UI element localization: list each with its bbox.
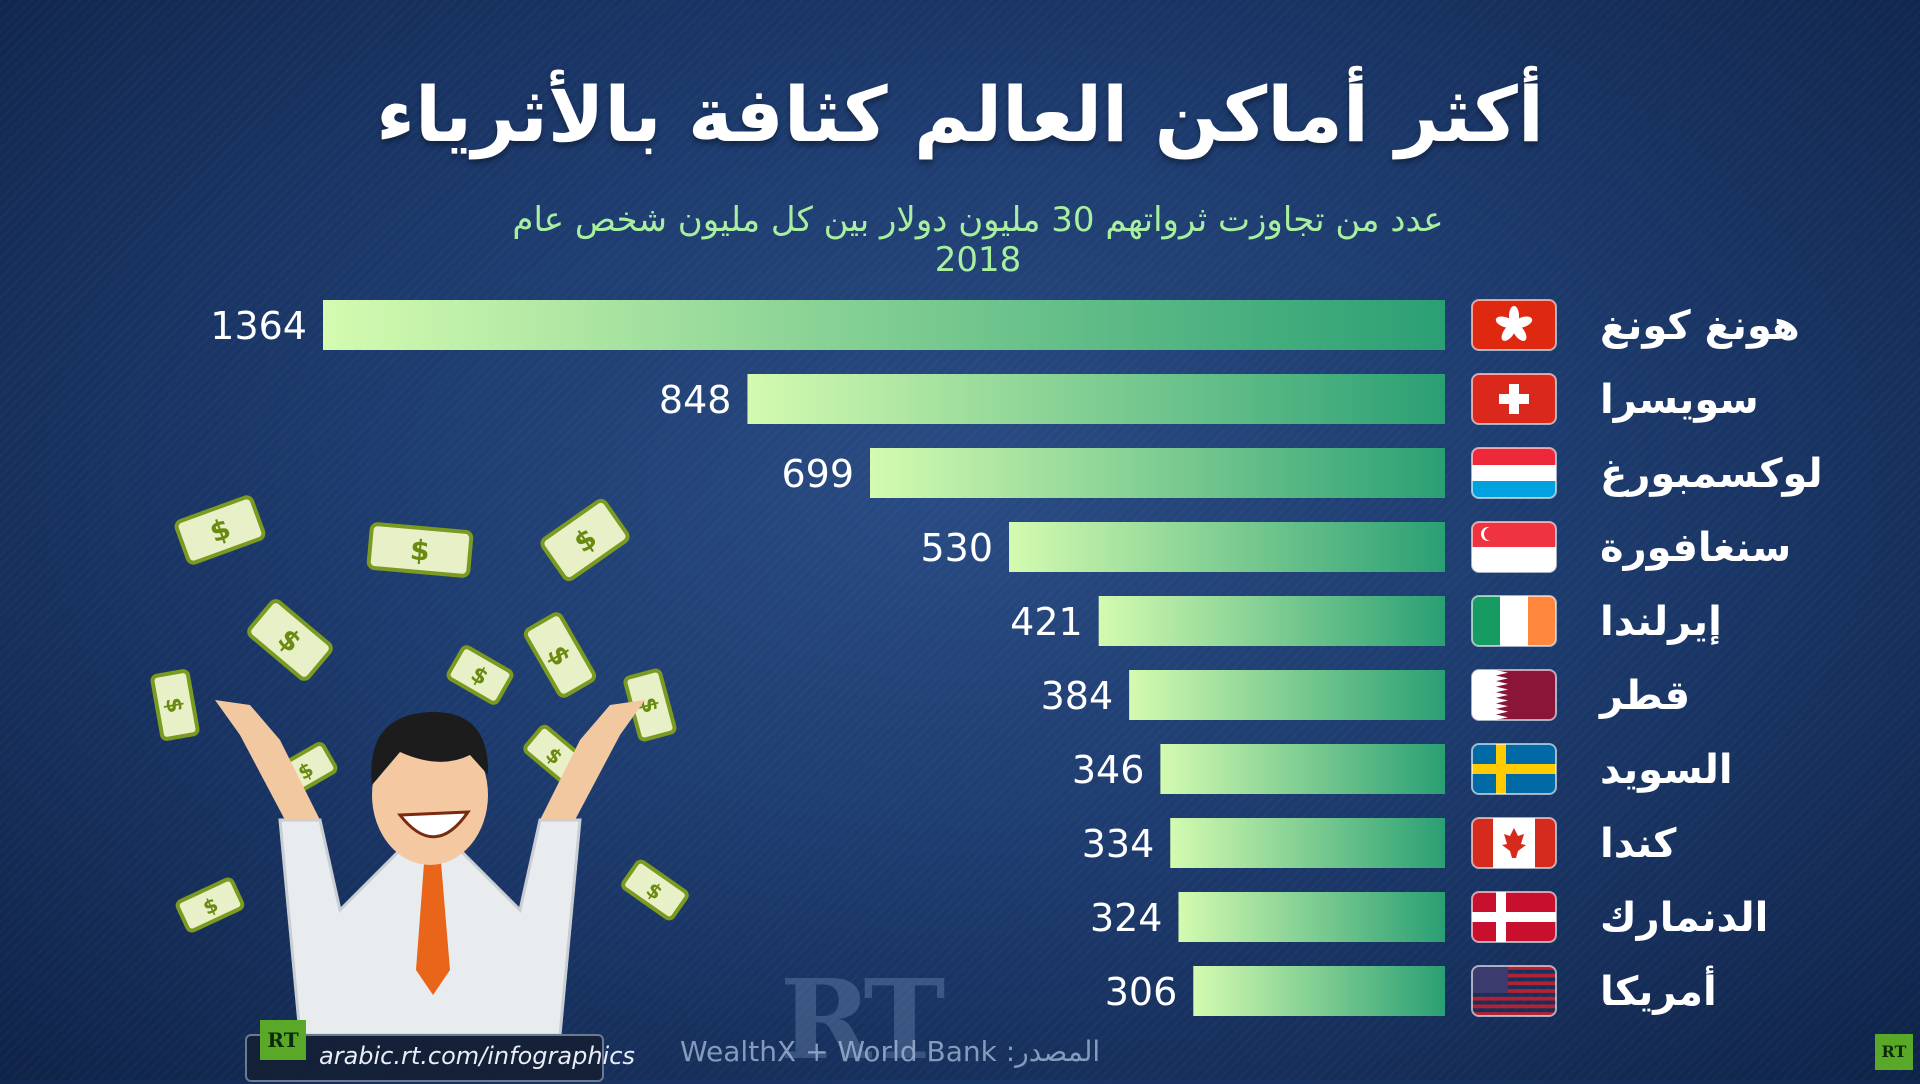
value-label: 346 [1072, 748, 1145, 792]
luxembourg-flag [1471, 447, 1557, 499]
bar-0 [323, 300, 1445, 350]
value-label: 334 [1082, 822, 1155, 866]
switzerland-flag [1471, 373, 1557, 425]
head [372, 725, 488, 865]
denmark-flag [1471, 891, 1557, 943]
bar-7 [1170, 818, 1445, 868]
banknote-icon: $ [174, 495, 266, 565]
sweden-flag [1471, 743, 1557, 795]
category-label: أمريكا [1600, 965, 1717, 1015]
hair [371, 711, 489, 785]
left-arm [215, 700, 320, 820]
bar-9 [1193, 966, 1445, 1016]
value-label: 530 [921, 526, 994, 570]
value-label: 1364 [210, 304, 307, 348]
banknote-icon: $ [366, 522, 474, 578]
bar-2 [870, 448, 1445, 498]
usa-flag [1471, 965, 1557, 1017]
category-label: إيرلندا [1600, 599, 1722, 645]
rt-watermark-logo: RT [780, 955, 945, 1084]
tie [416, 850, 450, 995]
rt-logo-icon: RT [260, 1020, 306, 1060]
ireland-flag [1471, 595, 1557, 647]
banknote-icon: $ [150, 669, 200, 741]
banknote-icon: $ [621, 859, 689, 921]
chart-title: أكثر أماكن العالم كثافة بالأثرياء [376, 70, 1544, 159]
canada-flag [1471, 817, 1557, 869]
svg-text:$: $ [409, 533, 431, 568]
category-label: هونغ كونغ [1600, 303, 1800, 349]
value-label: 848 [659, 378, 732, 422]
svg-text:$: $ [160, 696, 187, 715]
bar-3 [1009, 522, 1445, 572]
right-arm [540, 700, 645, 820]
rt-logo-corner-icon: RT [1875, 1034, 1913, 1070]
category-label: كندا [1600, 821, 1677, 867]
smile [397, 810, 471, 839]
category-label: الدنمارك [1600, 895, 1768, 941]
category-label: لوكسمبورغ [1600, 451, 1823, 497]
bar-5 [1129, 670, 1445, 720]
hong-kong-flag [1471, 299, 1557, 351]
banknote-icon: $ [247, 599, 333, 681]
bar-8 [1178, 892, 1445, 942]
value-label: 699 [781, 452, 854, 496]
singapore-flag [1471, 521, 1557, 573]
value-label: 384 [1041, 674, 1114, 718]
category-label: قطر [1598, 673, 1690, 719]
banknote-icon: $ [540, 498, 630, 582]
banknote-icon: $ [175, 877, 245, 933]
source-credit: المصدر: WealthX + World Bank [680, 1035, 1101, 1068]
banknote-icon: $ [523, 612, 597, 698]
svg-text:$: $ [634, 695, 662, 716]
chart-subtitle: عدد من تجاوزت ثرواتهم 30 مليون دولار بين… [512, 200, 1444, 280]
qatar-flag [1471, 669, 1557, 721]
value-label: 324 [1090, 896, 1163, 940]
banknote-icon: $ [623, 668, 677, 742]
category-label: السويد [1600, 747, 1733, 793]
bar-6 [1160, 744, 1445, 794]
website-link[interactable]: arabic.rt.com/infographics [319, 1042, 635, 1070]
bar-4 [1098, 596, 1445, 646]
category-label: سويسرا [1600, 377, 1759, 423]
bar-1 [747, 374, 1445, 424]
banknote-icon: $ [446, 645, 514, 705]
value-label: 306 [1105, 970, 1178, 1014]
category-label: سنغافورة [1600, 525, 1791, 571]
rich-man-illustration: $ $ $ $ $ $ $ $ $ $ $ $ [150, 495, 689, 1035]
value-label: 421 [1010, 600, 1083, 644]
